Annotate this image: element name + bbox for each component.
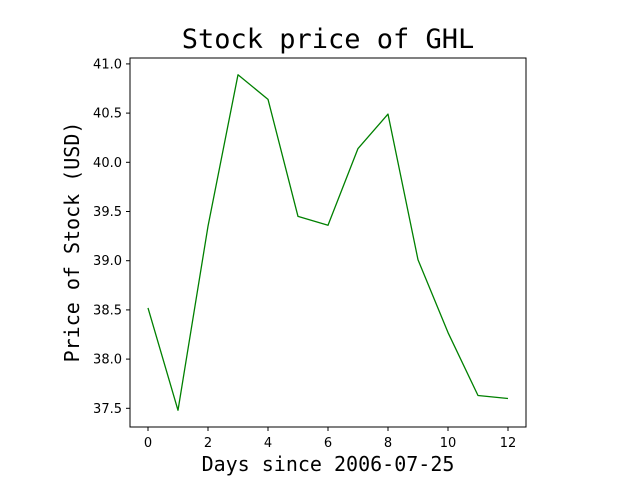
x-tick-label: 12 xyxy=(500,436,517,451)
y-tick-label: 37.5 xyxy=(93,402,122,417)
series-line xyxy=(147,74,509,411)
y-tick-label: 39.0 xyxy=(93,254,122,269)
x-tick-label: 10 xyxy=(440,436,457,451)
x-tick-label: 6 xyxy=(324,436,332,451)
x-tick-label: 0 xyxy=(144,436,152,451)
x-tick-label: 4 xyxy=(264,436,272,451)
y-tick-label: 40.5 xyxy=(93,107,122,122)
x-tick-label: 2 xyxy=(204,436,212,451)
series-layer xyxy=(147,74,509,411)
chart-title: Stock price of GHL xyxy=(182,24,475,55)
y-tick-label: 39.5 xyxy=(93,205,122,220)
x-axis: 0 2 4 6 8 10 12 xyxy=(144,427,516,451)
x-tick-label: 8 xyxy=(384,436,392,451)
y-tick-label: 41.0 xyxy=(93,57,122,72)
y-tick-label: 38.5 xyxy=(93,303,122,318)
x-axis-label: Days since 2006-07-25 xyxy=(202,452,455,476)
y-axis: 37.5 38.0 38.5 39.0 39.5 40.0 40.5 41.0 xyxy=(93,57,130,417)
y-tick-label: 38.0 xyxy=(93,353,122,368)
y-axis-label: Price of Stock (USD) xyxy=(60,122,84,363)
y-tick-label: 40.0 xyxy=(93,156,122,171)
plot-area: 0 2 4 6 8 10 12 37.5 38.0 38.5 39.0 39.5 40.0 40.5 41… xyxy=(93,57,527,451)
